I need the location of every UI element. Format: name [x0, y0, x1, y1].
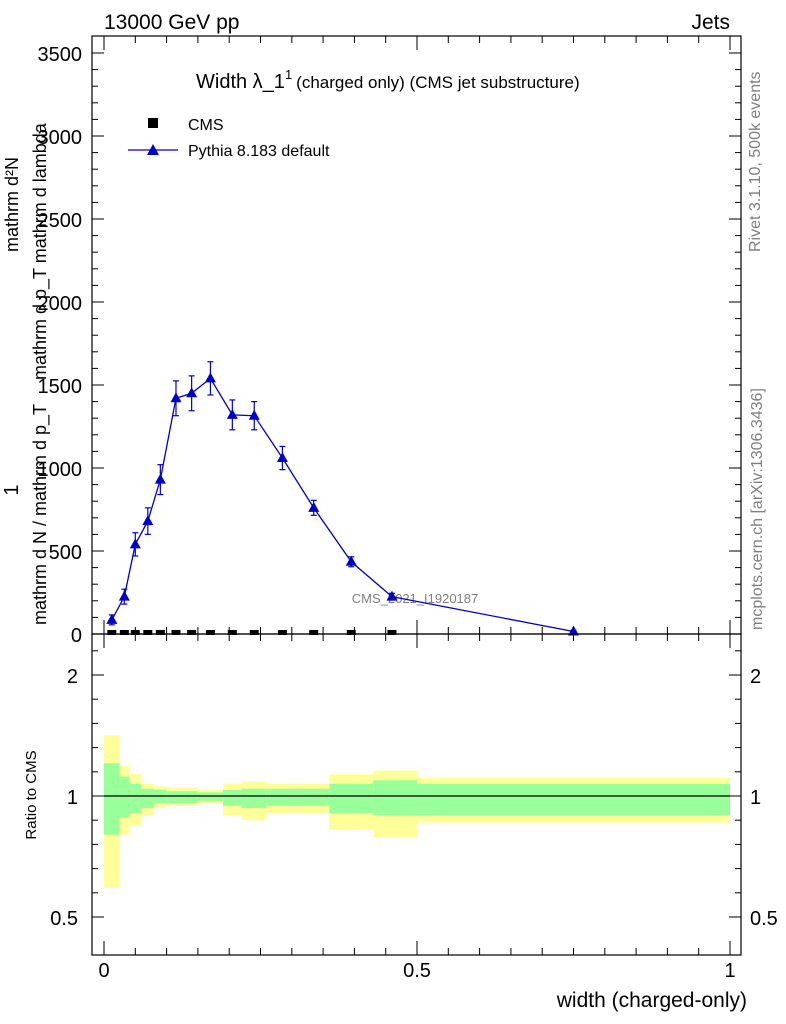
- ratio-band-inner: [154, 789, 167, 804]
- pythia-point: [186, 387, 198, 398]
- cms-point: [143, 630, 153, 635]
- ratio-band-inner: [197, 792, 223, 801]
- pythia-point: [248, 409, 260, 420]
- ratio-ytick-label-right: 1: [750, 787, 761, 809]
- ratio-band-inner: [119, 776, 130, 818]
- cms-point: [249, 630, 259, 635]
- ylabel-one: 1: [1, 484, 23, 495]
- ratio-band-inner: [141, 788, 155, 809]
- legend-cms-marker: [148, 118, 158, 128]
- ratio-frame: [91, 633, 742, 956]
- ylabel-denominator: mathrm d p_T mathrm d lambda: [30, 122, 51, 380]
- pythia-point: [308, 501, 320, 512]
- ratio-band-inner: [298, 788, 330, 806]
- pythia-point: [154, 473, 166, 484]
- pythia-point: [276, 452, 288, 463]
- ratio-ytick-label: 2: [67, 666, 78, 688]
- cms-point: [107, 630, 117, 635]
- cms-point: [309, 630, 319, 635]
- cms-point: [187, 630, 197, 635]
- ratio-band-inner: [129, 783, 142, 813]
- header-energy: 13000 GeV pp: [104, 11, 239, 34]
- pythia-point: [226, 408, 238, 419]
- ratio-ytick-label: 0.5: [50, 908, 78, 930]
- main-ytick-label: 1000: [38, 459, 83, 481]
- ratio-ytick-label-right: 2: [750, 666, 761, 688]
- title-main: Width λ_1: [196, 71, 285, 93]
- ratio-band-inner: [266, 788, 299, 806]
- ratio-band-inner: [166, 791, 186, 804]
- ratio-xtick-label: 1: [724, 960, 735, 982]
- rivet-label: Rivet 3.1.10, 500k events: [747, 71, 764, 252]
- ratio-band-inner: [373, 780, 417, 816]
- main-ytick-label: 3000: [38, 127, 83, 149]
- title-sub: (charged only) (CMS jet substructure): [296, 73, 579, 92]
- ratio-ytick-label-right: 0.5: [750, 908, 778, 930]
- cms-point: [119, 630, 129, 635]
- chart-title: Width λ_11 (charged only) (CMS jet substr…: [196, 67, 580, 93]
- ratio-band-inner: [104, 763, 120, 835]
- legend-pythia-marker: [147, 144, 159, 155]
- ratio-band-inner: [417, 783, 730, 816]
- ylabel-numerator: mathrm d²N: [2, 157, 22, 252]
- pythia-point: [129, 538, 141, 549]
- title-sup: 1: [285, 67, 292, 82]
- ratio-xtick-label: 0.5: [403, 960, 431, 982]
- cms-point: [171, 630, 181, 635]
- ratio-band-inner: [241, 788, 267, 809]
- pythia-line: [111, 377, 574, 633]
- cms-point: [155, 630, 165, 635]
- axes: 0 500 1000 1500 2000 2500 3000 3500 0 0.5 1 0.5 0.5 1…: [38, 36, 778, 982]
- main-ytick-label: 0: [71, 625, 82, 647]
- cms-point: [227, 630, 237, 635]
- ratio-ytick-label: 1: [67, 787, 78, 809]
- main-ytick-label: 2500: [38, 210, 83, 232]
- ratio-band-inner: [222, 789, 242, 806]
- main-ytick-label: 2000: [38, 293, 83, 315]
- pythia-point: [345, 555, 357, 566]
- ratio-band-inner: [329, 783, 374, 813]
- legend-cms-label: CMS: [188, 117, 224, 134]
- pythia-point: [170, 392, 182, 403]
- main-ytick-label: 1500: [38, 376, 83, 398]
- analysis-watermark: CMS_2021_I1920187: [352, 591, 479, 606]
- legend-pythia-label: Pythia 8.183 default: [188, 143, 330, 160]
- pythia-point: [118, 590, 130, 601]
- ratio-band-inner: [185, 791, 198, 804]
- pythia-point: [106, 613, 118, 624]
- ratio-xtick-label: 0: [98, 960, 109, 982]
- ratio-ylabel: Ratio to CMS: [23, 750, 40, 839]
- cms-point: [387, 630, 397, 635]
- cms-point: [205, 630, 215, 635]
- mcplots-label: mcplots.cern.ch [arXiv:1306.3436]: [749, 388, 766, 630]
- header-jets: Jets: [691, 11, 730, 34]
- x-axis-label: width (charged-only): [556, 989, 747, 1012]
- main-ytick-label: 500: [49, 542, 82, 564]
- pythia-point: [204, 372, 216, 383]
- ylabel-fraction: mathrm d N / mathrm d p_T: [30, 404, 51, 625]
- ratio-bands: [104, 735, 730, 888]
- pythia-point: [386, 590, 398, 601]
- cms-point: [346, 630, 356, 635]
- cms-point: [277, 630, 287, 635]
- pythia-point: [142, 515, 154, 526]
- main-series: [106, 361, 579, 636]
- main-ytick-label: 3500: [38, 44, 83, 66]
